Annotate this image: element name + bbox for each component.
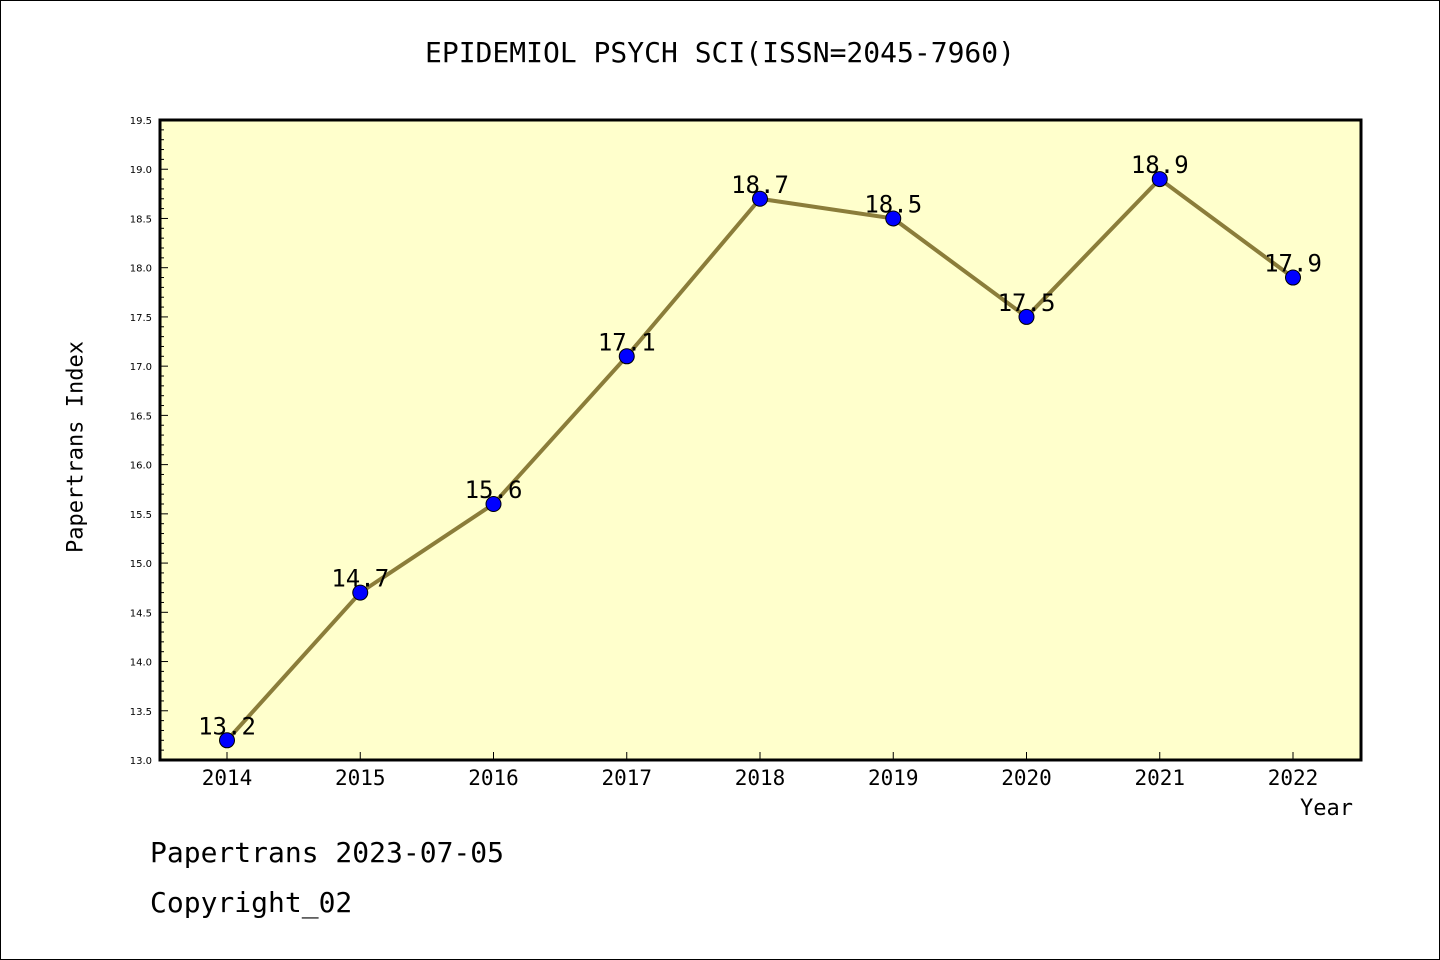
footer-date: Papertrans 2023-07-05: [150, 836, 505, 869]
y-tick-label: 18.0: [130, 264, 152, 275]
data-points: [219, 171, 1301, 749]
data-label: 15.6: [465, 476, 523, 504]
data-label: 17.9: [1264, 250, 1322, 278]
y-tick-label: 15.5: [130, 510, 152, 521]
x-axis-label: Year: [1300, 796, 1353, 821]
x-tick-label: 2022: [1268, 766, 1319, 790]
plot-border: [158, 118, 1363, 762]
data-point: [485, 496, 502, 512]
data-point: [618, 348, 635, 365]
x-tick-label: 2018: [735, 766, 786, 790]
x-tick-label: 2014: [202, 766, 253, 790]
x-tick-label: 2016: [468, 766, 519, 790]
data-point: [219, 732, 235, 749]
plot-area: [160, 120, 1361, 760]
x-tick-label: 2017: [601, 766, 652, 790]
data-label: 18.7: [731, 171, 789, 199]
y-tick-label: 14.0: [130, 658, 152, 669]
x-tick-label: 2020: [1001, 766, 1052, 790]
y-tick-label: 13.0: [130, 756, 152, 767]
x-tick-label: 2021: [1134, 766, 1185, 790]
y-tick-label: 17.5: [130, 313, 152, 324]
data-label: 17.5: [998, 289, 1056, 317]
y-tick-label: 16.5: [130, 411, 152, 422]
y-tick-label: 16.0: [130, 461, 152, 472]
y-tick-label: 13.5: [130, 707, 152, 718]
data-point: [352, 584, 369, 601]
data-point: [885, 210, 902, 227]
y-tick-label: 14.5: [130, 608, 152, 619]
data-point: [1285, 269, 1301, 286]
data-label: 17.1: [598, 328, 656, 356]
y-tick-label: 15.0: [130, 559, 152, 570]
y-tick-label: 19.5: [130, 116, 152, 127]
data-point: [1151, 171, 1168, 188]
x-axis: 2014 2015 2016 2017 2018 2019 2020 2021 2022: [202, 752, 1319, 790]
y-tick-label: 17.0: [130, 362, 152, 373]
data-labels: 13.2 14.7 15.6 17.1 18.7 18.5 17.5 18.9 17.9: [198, 151, 1322, 740]
data-label: 18.5: [864, 190, 922, 218]
data-point: [1018, 308, 1035, 325]
chart-title: EPIDEMIOL PSYCH SCI(ISSN=2045-7960): [424, 36, 1015, 69]
x-tick-label: 2019: [868, 766, 919, 790]
y-tick-label: 18.5: [130, 214, 152, 225]
data-label: 14.7: [331, 565, 389, 593]
data-label: 18.9: [1131, 151, 1189, 179]
data-label: 13.2: [198, 712, 256, 740]
y-tick-label: 19.0: [130, 165, 152, 176]
data-point: [752, 190, 768, 207]
y-axis: 13.0 13.5 14.0 14.5 15.0 15.5 16.0 16.5 17.0 17.5…: [130, 116, 168, 767]
footer-copyright: Copyright_02: [150, 886, 353, 919]
x-tick-label: 2015: [335, 766, 386, 790]
